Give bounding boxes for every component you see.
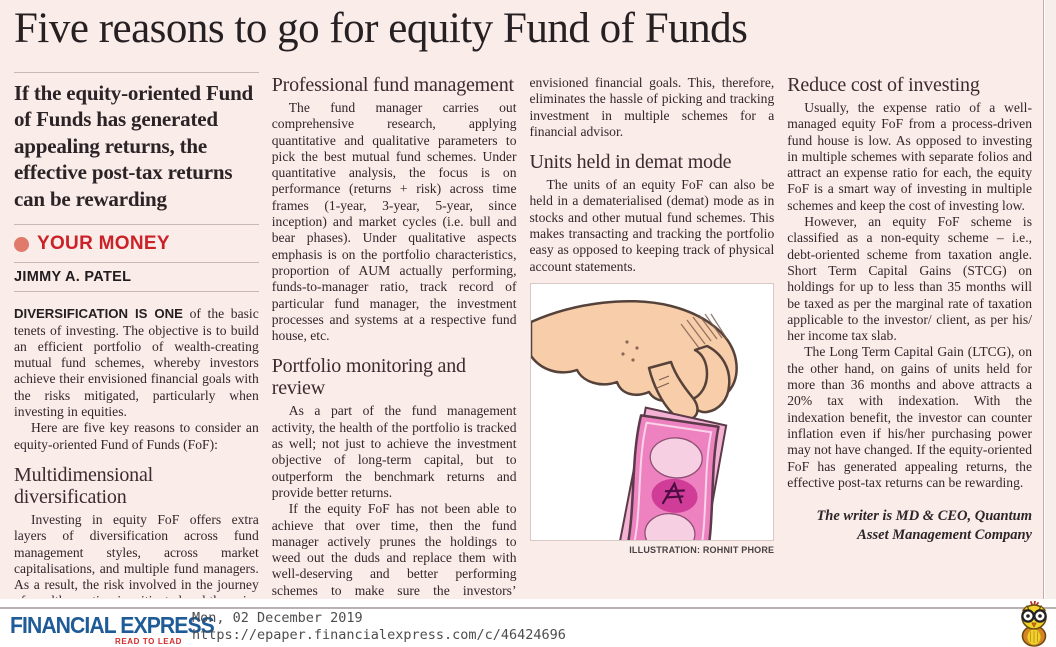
financial-express-logo: FINANCIAL EXPRESS READ TO LEAD	[10, 612, 215, 646]
body-paragraph: The units of an equity FoF can also be h…	[529, 177, 775, 274]
body-paragraph: Investing in equity FoF offers extra lay…	[14, 511, 259, 598]
publication-date: Mon, 02 December 2019	[192, 610, 363, 626]
section-heading-cost: Reduce cost of investing	[787, 74, 980, 96]
footer-meta: Mon, 02 December 2019 https://epaper.fin…	[192, 610, 566, 644]
rule	[14, 262, 259, 264]
article-columns: If the equity-oriented Fund of Funds has…	[14, 72, 1032, 598]
section-professional: The fund manager carries out comprehensi…	[272, 100, 517, 344]
column-1: If the equity-oriented Fund of Funds has…	[14, 72, 259, 598]
epaper-footer: FINANCIAL EXPRESS READ TO LEAD Mon, 02 D…	[0, 599, 1056, 647]
footer-divider	[0, 607, 1056, 609]
article-headline: Five reasons to go for equity Fund of Fu…	[14, 5, 748, 52]
body-paragraph: envisioned financial goals. This, theref…	[529, 75, 775, 139]
body-paragraph: The Long Term Capital Gain (LTCG), on th…	[787, 344, 1032, 490]
hand-banknote-drawing	[530, 299, 738, 540]
writer-credit: The writer is MD & CEO, Quantum Asset Ma…	[816, 508, 1032, 543]
bullet-dot-icon	[14, 236, 29, 252]
section-cost: Usually, the expense ratio of a well-man…	[787, 100, 1032, 491]
body-paragraph: As a part of the fund management activit…	[271, 403, 517, 500]
epaper-url: https://epaper.financialexpress.com/c/46…	[192, 627, 566, 643]
rupee-scribble-icon	[661, 481, 685, 505]
body-paragraph: The fund manager carries out comprehensi…	[271, 100, 517, 344]
continuation-text: envisioned financial goals. This, theref…	[530, 72, 775, 140]
kicker-label: YOUR MONEY	[37, 233, 170, 255]
intro-text: DIVERSIFICATION IS ONE of the basic tene…	[14, 306, 259, 453]
your-money-kicker: YOUR MONEY	[14, 225, 259, 262]
body-paragraph: Usually, the expense ratio of a well-man…	[787, 100, 1032, 213]
section-heading-professional: Professional fund management	[271, 74, 514, 96]
illustration-hand-banknote	[529, 282, 775, 541]
body-paragraph: Here are five key reasons to consider an…	[14, 420, 259, 452]
logo-tagline: READ TO LEAD	[114, 637, 182, 646]
section-multidimensional: Investing in equity FoF offers extra lay…	[14, 512, 259, 598]
section-heading-portfolio: Portfolio monitoring and review	[271, 355, 466, 400]
lead-in-bold: DIVERSIFICATION IS ONE	[14, 306, 183, 322]
page-margin-strip	[1045, 0, 1056, 599]
logo-wordmark: FINANCIAL EXPRESS	[10, 612, 215, 638]
body-paragraph: However, an equity FoF scheme is classif…	[787, 214, 1032, 344]
body-paragraph: DIVERSIFICATION IS ONE of the basic tene…	[14, 306, 259, 420]
section-heading-multidimensional: Multidimensional diversification	[14, 463, 154, 508]
rule-top	[14, 72, 259, 73]
column-4: Reduce cost of investing Usually, the ex…	[787, 72, 1032, 598]
section-portfolio: As a part of the fund management activit…	[272, 403, 517, 598]
illustration-credit: ILLUSTRATION: ROHNIT PHORE	[629, 544, 775, 555]
byline: JIMMY A. PATEL	[14, 269, 132, 286]
body-paragraph: If the equity FoF has not been able to a…	[271, 501, 517, 598]
article-region: Five reasons to go for equity Fund of Fu…	[0, 0, 1044, 599]
column-2: Professional fund management The fund ma…	[272, 72, 517, 598]
column-3: envisioned financial goals. This, theref…	[529, 72, 775, 598]
lead-in-rest: of the basic tenets of investing. The ob…	[14, 306, 259, 420]
section-demat: The units of an equity FoF can also be h…	[530, 177, 775, 275]
rule	[14, 224, 259, 226]
standfirst: If the equity-oriented Fund of Funds has…	[14, 81, 254, 211]
section-heading-demat: Units held in demat mode	[529, 151, 732, 174]
owl-mascot-icon	[1021, 601, 1047, 647]
rule	[14, 291, 259, 293]
